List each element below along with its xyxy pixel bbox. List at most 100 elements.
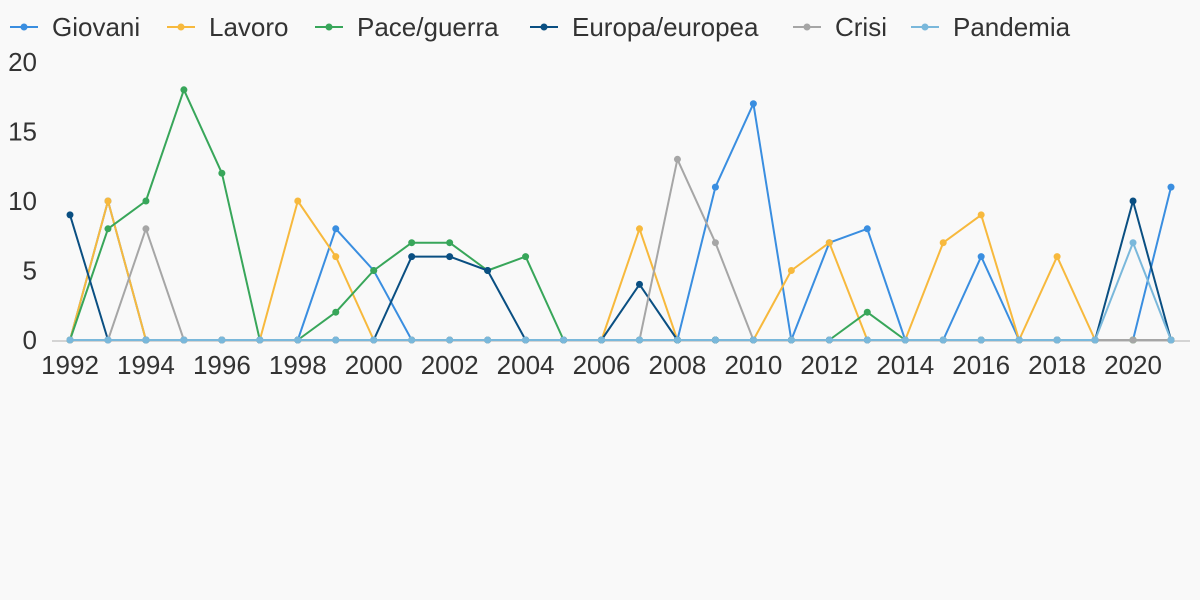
- y-tick-label: 15: [8, 117, 37, 147]
- series-line: [69, 102, 1172, 341]
- x-tick-label: 2006: [573, 350, 631, 380]
- data-point: [1129, 239, 1137, 247]
- legend-label: Lavoro: [209, 12, 289, 42]
- data-point: [863, 225, 871, 233]
- legend-item: Giovani: [10, 12, 140, 42]
- data-point: [104, 225, 112, 233]
- data-point: [294, 336, 302, 344]
- data-point: [218, 169, 226, 177]
- legend-swatch-dot: [540, 23, 548, 31]
- data-point: [787, 267, 795, 274]
- data-point: [560, 336, 568, 344]
- y-tick-label: 20: [8, 47, 37, 77]
- data-point: [635, 336, 643, 344]
- x-tick-label: 2018: [1028, 350, 1086, 380]
- x-tick-label: 2004: [497, 350, 555, 380]
- data-point: [749, 100, 757, 108]
- data-point: [408, 253, 416, 261]
- legend-item: Lavoro: [167, 12, 289, 42]
- data-point: [294, 197, 302, 205]
- x-tick-label: 2008: [649, 350, 707, 380]
- data-point: [598, 336, 606, 344]
- data-point: [484, 267, 492, 274]
- data-point: [446, 239, 454, 247]
- data-point: [977, 336, 985, 344]
- data-point: [635, 280, 643, 288]
- data-point: [332, 308, 340, 316]
- series-line: [69, 200, 1172, 341]
- data-point: [673, 336, 681, 344]
- x-tick-label: 2016: [952, 350, 1010, 380]
- x-tick-label: 2020: [1104, 350, 1162, 380]
- data-point: [332, 225, 340, 233]
- x-tick-label: 2014: [876, 350, 934, 380]
- series-group: [66, 86, 1175, 344]
- data-point: [901, 336, 909, 344]
- data-point: [104, 336, 112, 344]
- data-point: [1053, 253, 1061, 261]
- data-point: [673, 155, 681, 163]
- legend-swatch-dot: [325, 23, 333, 31]
- series-line: [69, 200, 1171, 341]
- x-tick-label: 1994: [117, 350, 175, 380]
- data-point: [446, 253, 454, 261]
- data-point: [977, 253, 985, 261]
- x-tick-label: 2010: [724, 350, 782, 380]
- data-point: [711, 239, 719, 247]
- data-point: [66, 211, 74, 219]
- data-point: [749, 336, 757, 344]
- legend-item: Pace/guerra: [315, 12, 499, 42]
- data-point: [370, 336, 378, 344]
- legend-label: Pace/guerra: [357, 12, 499, 42]
- data-point: [1053, 336, 1061, 344]
- x-tick-label: 2012: [800, 350, 858, 380]
- data-point: [484, 336, 492, 344]
- series-line: [70, 241, 1172, 341]
- data-point: [332, 336, 340, 344]
- legend-swatch-dot: [921, 23, 929, 31]
- data-point: [977, 211, 985, 219]
- data-point: [1129, 336, 1137, 344]
- data-point: [408, 336, 416, 344]
- data-point: [863, 308, 871, 316]
- series-pandemia: [66, 239, 1175, 344]
- x-tick-label: 1998: [269, 350, 327, 380]
- data-point: [408, 239, 416, 247]
- data-point: [256, 336, 264, 344]
- data-point: [711, 183, 719, 191]
- legend-label: Europa/europea: [572, 12, 759, 42]
- x-tick-label: 2000: [345, 350, 403, 380]
- legend-item: Europa/europea: [530, 12, 759, 42]
- legend: Giovani Lavoro Pace/guerra Europa/europea Cr…: [10, 12, 1071, 42]
- legend-swatch-dot: [177, 23, 185, 31]
- data-point: [787, 336, 795, 344]
- data-point: [180, 336, 188, 344]
- y-tick-label: 10: [8, 186, 37, 216]
- data-point: [1091, 336, 1099, 344]
- data-point: [1167, 183, 1175, 191]
- legend-label: Giovani: [52, 12, 140, 42]
- y-tick-label: 0: [23, 325, 37, 355]
- data-point: [370, 267, 378, 274]
- x-tick-label: 2002: [421, 350, 479, 380]
- data-point: [218, 336, 226, 344]
- data-point: [66, 336, 74, 344]
- x-tick-label: 1996: [193, 350, 251, 380]
- legend-item: Crisi: [793, 12, 887, 42]
- x-tick-label: 1992: [41, 350, 99, 380]
- legend-item: Pandemia: [911, 12, 1071, 42]
- data-point: [104, 197, 112, 205]
- data-point: [142, 225, 150, 233]
- data-point: [825, 239, 833, 247]
- data-point: [446, 336, 454, 344]
- data-point: [142, 197, 150, 205]
- data-point: [332, 253, 340, 261]
- data-point: [1167, 336, 1175, 344]
- data-point: [825, 336, 833, 344]
- y-tick-label: 5: [23, 256, 37, 286]
- legend-swatch-dot: [803, 23, 811, 31]
- x-axis: 1992 1994 1996 1998 2000 2002 2004 2006 2008 2010…: [41, 350, 1162, 380]
- data-point: [1129, 197, 1137, 205]
- data-point: [522, 253, 530, 261]
